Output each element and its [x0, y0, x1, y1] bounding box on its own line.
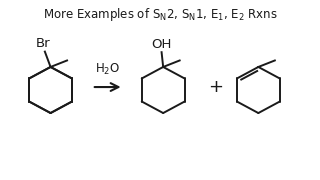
Text: OH: OH — [151, 38, 172, 51]
Text: H$_2$O: H$_2$O — [95, 62, 120, 77]
Text: +: + — [208, 78, 223, 96]
Text: Br: Br — [36, 37, 51, 50]
Text: More Examples of $\mathdefault{S_N}$2, $\mathdefault{S_N}$1, $\mathdefault{E_1}$: More Examples of $\mathdefault{S_N}$2, $… — [43, 6, 277, 23]
